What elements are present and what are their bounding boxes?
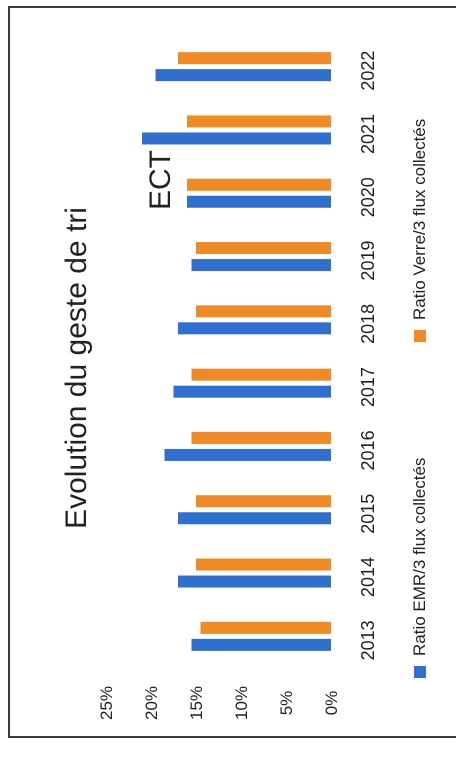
bar-verre-2018 bbox=[196, 305, 331, 318]
bar-emr-2018 bbox=[178, 322, 331, 335]
chart-annotation: ECT bbox=[144, 150, 177, 210]
x-tick-label: 2015 bbox=[358, 494, 378, 534]
bar-emr-2015 bbox=[178, 512, 331, 525]
bar-emr-2014 bbox=[178, 575, 331, 588]
x-tick-label: 2013 bbox=[358, 620, 378, 660]
bar-verre-2016 bbox=[191, 431, 331, 444]
x-tick-label: 2022 bbox=[358, 51, 378, 91]
bar-emr-2019 bbox=[191, 259, 331, 272]
legend-label: Ratio EMR/3 flux collectés bbox=[410, 458, 429, 656]
bar-verre-2019 bbox=[196, 242, 331, 255]
y-tick-label: 20% bbox=[142, 686, 161, 720]
y-tick-label: 10% bbox=[232, 686, 251, 720]
y-axis: 0% 5% 10% 15% 20% 25% bbox=[97, 686, 341, 720]
x-tick-label: 2016 bbox=[358, 430, 378, 470]
y-tick-label: 15% bbox=[187, 686, 206, 720]
y-tick-label: 25% bbox=[97, 686, 116, 720]
bar-verre-2021 bbox=[187, 115, 331, 128]
bar-emr-2013 bbox=[191, 638, 331, 651]
x-tick-label: 2017 bbox=[358, 367, 378, 407]
bar-emr-2022 bbox=[155, 69, 331, 82]
chart-title: Evolution du geste de tri bbox=[60, 207, 93, 529]
x-tick-label: 2021 bbox=[358, 114, 378, 154]
bar-verre-2013 bbox=[200, 621, 331, 634]
bar-emr-2020 bbox=[187, 195, 331, 208]
bar-emr-2021 bbox=[142, 132, 331, 145]
page-margin bbox=[0, 742, 456, 759]
bar-emr-2017 bbox=[173, 385, 331, 398]
legend-label: Ratio Verre/3 flux collectés bbox=[410, 119, 429, 320]
bar-verre-2014 bbox=[196, 558, 331, 571]
y-tick-label: 5% bbox=[277, 691, 296, 716]
bar-verre-2017 bbox=[191, 368, 331, 381]
x-tick-label: 2019 bbox=[358, 241, 378, 281]
legend-swatch-verre bbox=[414, 330, 426, 342]
x-tick-label: 2014 bbox=[358, 557, 378, 597]
x-tick-label: 2020 bbox=[358, 177, 378, 217]
legend-swatch-emr bbox=[414, 666, 426, 678]
x-tick-label: 2018 bbox=[358, 304, 378, 344]
bars bbox=[142, 52, 331, 651]
legend: Ratio EMR/3 flux collectés Ratio Verre/3 … bbox=[410, 119, 429, 678]
bar-verre-2020 bbox=[187, 178, 331, 191]
x-axis: 2013 2014 2015 2016 2017 2018 2019 2020 2021 2022 bbox=[358, 51, 378, 661]
y-tick-label: 0% bbox=[322, 691, 341, 716]
bar-emr-2016 bbox=[164, 448, 331, 461]
bar-verre-2022 bbox=[178, 52, 331, 65]
bar-verre-2015 bbox=[196, 495, 331, 508]
